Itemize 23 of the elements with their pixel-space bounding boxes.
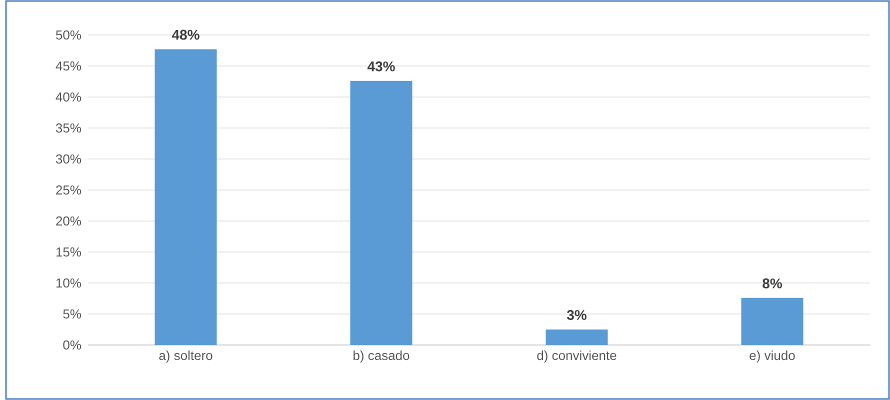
x-tick-label: e) viudo (750, 350, 795, 363)
data-label: 43% (367, 61, 395, 72)
bar (154, 49, 217, 345)
data-label: 48% (172, 30, 200, 40)
bar (741, 298, 804, 345)
y-tick-label: 45% (56, 61, 82, 71)
y-tick-label: 40% (56, 92, 82, 102)
y-tick-label: 10% (56, 278, 82, 288)
data-label: 3% (566, 310, 586, 320)
y-tick-label: 30% (56, 154, 82, 164)
data-label: 8% (762, 278, 782, 288)
x-tick-label: d) conviviente (537, 350, 616, 363)
y-tick-label: 15% (56, 247, 82, 257)
y-tick-label: 25% (56, 185, 82, 195)
bar (546, 330, 608, 345)
y-tick-label: 0% (63, 340, 82, 350)
y-tick-label: 50% (56, 30, 82, 40)
y-tick-label: 35% (56, 123, 82, 133)
y-tick-label: 20% (56, 216, 82, 226)
y-tick-label: 5% (63, 309, 82, 319)
x-tick-label: a) soltero (159, 350, 212, 363)
bar (350, 80, 412, 345)
x-tick-label: b) casado (354, 350, 410, 363)
